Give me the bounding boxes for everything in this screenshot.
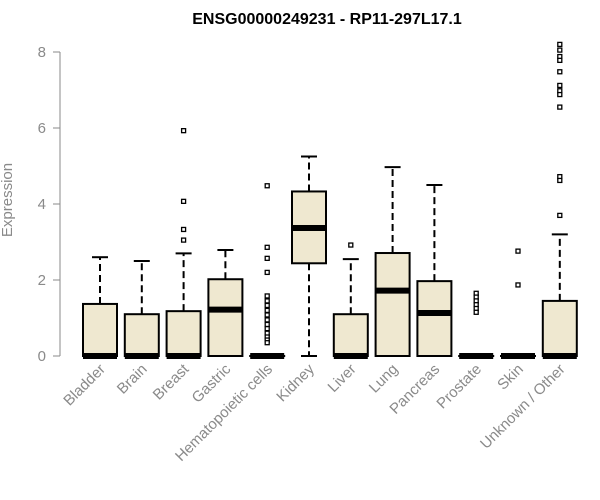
box-iqr bbox=[82, 302, 118, 358]
outlier-point bbox=[180, 226, 187, 233]
y-tick-label: 6 bbox=[38, 120, 46, 137]
outlier-point bbox=[264, 302, 270, 309]
outlier-point bbox=[264, 183, 270, 189]
box-group bbox=[207, 248, 244, 357]
outlier-point bbox=[557, 41, 563, 48]
box-group bbox=[165, 128, 202, 359]
box-group bbox=[82, 256, 118, 359]
x-tick-label: Kidney bbox=[273, 360, 318, 405]
box-group bbox=[416, 184, 453, 358]
outlier-point bbox=[180, 128, 187, 134]
box-group bbox=[332, 242, 369, 359]
box-group bbox=[541, 41, 578, 359]
outlier-point bbox=[264, 317, 270, 323]
outlier-point bbox=[557, 69, 563, 75]
outlier-point bbox=[473, 309, 479, 315]
y-tick-label: 0 bbox=[38, 348, 46, 365]
outlier-point bbox=[264, 293, 270, 299]
outlier-point bbox=[557, 91, 563, 98]
box-group bbox=[123, 260, 160, 359]
outlier-point bbox=[264, 269, 270, 276]
outlier-point bbox=[264, 325, 270, 332]
outlier-point bbox=[264, 298, 270, 304]
y-axis: 0 2 4 6 8 bbox=[38, 44, 61, 365]
outlier-point bbox=[264, 255, 270, 261]
box-group bbox=[249, 183, 286, 359]
box-iqr bbox=[416, 280, 453, 358]
outlier-point bbox=[180, 237, 187, 243]
outlier-point bbox=[557, 47, 563, 53]
box-iqr bbox=[332, 313, 369, 358]
box-iqr bbox=[374, 252, 411, 358]
y-axis-label: Expression bbox=[0, 163, 16, 237]
box-group bbox=[374, 166, 411, 358]
box-group bbox=[500, 248, 536, 359]
x-tick-label: Bladder bbox=[60, 361, 109, 410]
outlier-point bbox=[348, 242, 354, 248]
y-tick-label: 4 bbox=[38, 196, 46, 213]
box-iqr bbox=[165, 310, 202, 358]
outlier-point bbox=[180, 198, 187, 204]
outlier-point bbox=[515, 282, 521, 288]
y-tick-label: 8 bbox=[38, 44, 46, 61]
x-tick-label: Skin bbox=[494, 361, 527, 394]
outlier-point bbox=[264, 244, 270, 250]
y-tick-label: 2 bbox=[38, 272, 46, 289]
x-tick-label: Breast bbox=[150, 360, 193, 403]
outlier-point bbox=[264, 312, 270, 318]
outlier-point bbox=[515, 248, 521, 254]
outlier-point bbox=[264, 321, 270, 328]
box-iqr bbox=[123, 313, 160, 358]
chart-title: ENSG00000249231 - RP11-297L17.1 bbox=[192, 11, 462, 28]
outlier-point bbox=[264, 340, 270, 346]
x-tick-label: Prostate bbox=[433, 361, 485, 413]
box-iqr bbox=[541, 299, 578, 357]
x-tick-label: Brain bbox=[114, 361, 151, 398]
outlier-point bbox=[557, 104, 563, 110]
x-tick-label: Lung bbox=[366, 361, 402, 397]
outlier-point bbox=[557, 82, 563, 89]
outlier-point bbox=[557, 212, 563, 219]
outlier-point bbox=[557, 177, 563, 184]
box-iqr bbox=[207, 278, 244, 357]
boxes bbox=[82, 41, 578, 359]
outlier-point bbox=[264, 307, 270, 314]
x-tick-label: Liver bbox=[325, 361, 360, 396]
box-group bbox=[291, 155, 327, 357]
outlier-point bbox=[557, 57, 563, 64]
box-group bbox=[458, 290, 495, 359]
